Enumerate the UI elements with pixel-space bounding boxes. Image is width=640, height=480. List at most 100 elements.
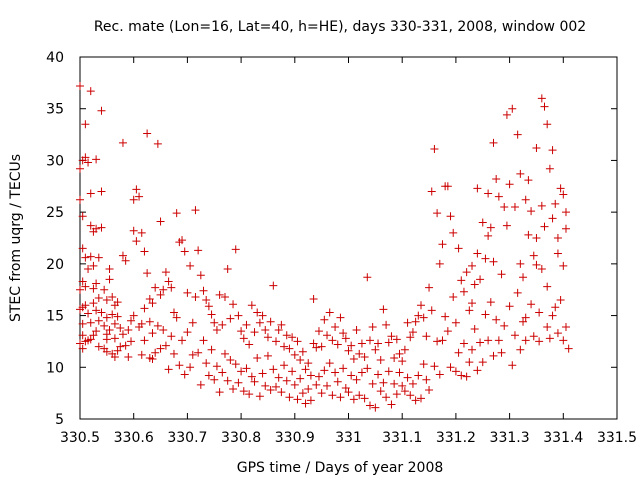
data-point — [433, 209, 442, 218]
data-point — [164, 365, 173, 374]
data-point — [524, 230, 533, 239]
data-point — [245, 390, 254, 399]
data-point — [288, 367, 297, 376]
data-point — [468, 345, 477, 354]
data-point — [118, 138, 127, 147]
data-point — [408, 379, 417, 388]
data-point — [92, 155, 101, 164]
data-point — [314, 327, 323, 336]
data-point — [153, 321, 162, 330]
data-point — [140, 304, 149, 313]
data-point — [97, 187, 106, 196]
data-point — [151, 348, 160, 357]
data-point — [229, 300, 238, 309]
data-point — [164, 277, 173, 286]
data-point — [161, 268, 170, 277]
data-point — [451, 367, 460, 376]
data-point — [277, 320, 286, 329]
data-point — [92, 327, 101, 336]
data-point — [543, 120, 552, 129]
data-point — [282, 331, 291, 340]
data-point — [167, 283, 176, 292]
data-point — [94, 316, 103, 325]
data-point — [422, 332, 431, 341]
data-point — [121, 256, 130, 265]
data-point — [387, 332, 396, 341]
data-point — [344, 346, 353, 355]
data-point — [207, 310, 216, 319]
data-point — [159, 285, 168, 294]
data-point — [76, 81, 84, 90]
data-point — [108, 310, 117, 319]
data-point — [140, 247, 149, 256]
data-point — [89, 299, 98, 308]
data-point — [148, 329, 157, 338]
data-point — [239, 387, 248, 396]
data-point — [486, 223, 495, 232]
data-point — [492, 315, 501, 324]
data-point — [132, 185, 141, 194]
data-point — [81, 301, 90, 310]
data-point — [425, 386, 434, 395]
data-point — [298, 347, 307, 356]
data-point — [400, 387, 409, 396]
data-point — [422, 375, 431, 384]
data-point — [255, 318, 264, 327]
data-point — [527, 207, 536, 216]
data-point — [540, 222, 549, 231]
data-point — [178, 336, 187, 345]
data-point — [218, 368, 227, 377]
data-point — [78, 331, 87, 340]
data-point — [137, 350, 146, 359]
data-point — [438, 336, 447, 345]
data-point — [406, 391, 415, 400]
data-point — [347, 341, 356, 350]
data-point — [237, 327, 246, 336]
data-point — [320, 315, 329, 324]
data-point — [323, 331, 332, 340]
data-point — [89, 261, 98, 270]
data-point — [548, 311, 557, 320]
data-point — [336, 393, 345, 402]
data-point — [529, 332, 538, 341]
x-tick-label: 330.7 — [167, 430, 207, 446]
data-point — [484, 231, 493, 240]
data-point — [411, 396, 420, 405]
data-point — [255, 392, 264, 401]
data-point — [274, 373, 283, 382]
data-point — [239, 334, 248, 343]
data-point — [215, 290, 224, 299]
data-point — [298, 389, 307, 398]
data-point — [202, 359, 211, 368]
data-point — [419, 313, 428, 322]
data-point — [537, 94, 546, 103]
data-point — [86, 252, 95, 261]
data-point — [272, 382, 281, 391]
data-point — [387, 400, 396, 409]
data-point — [414, 311, 423, 320]
data-point — [137, 228, 146, 237]
data-point — [443, 182, 452, 191]
data-point — [288, 333, 297, 342]
data-point — [537, 265, 546, 274]
data-point — [86, 189, 95, 198]
data-point — [430, 145, 439, 154]
data-point — [105, 275, 114, 284]
data-point — [355, 349, 364, 358]
data-point — [296, 356, 305, 365]
data-point — [524, 176, 533, 185]
x-tick-label: 331.3 — [490, 430, 530, 446]
data-point — [202, 296, 211, 305]
data-point — [116, 323, 125, 332]
data-point — [325, 359, 334, 368]
data-point — [556, 184, 565, 193]
data-point — [250, 377, 259, 386]
data-point — [516, 169, 525, 178]
data-point — [86, 335, 95, 344]
data-point — [194, 246, 203, 255]
data-point — [382, 393, 391, 402]
data-point — [519, 317, 528, 326]
data-point — [151, 283, 160, 292]
data-point — [519, 273, 528, 282]
